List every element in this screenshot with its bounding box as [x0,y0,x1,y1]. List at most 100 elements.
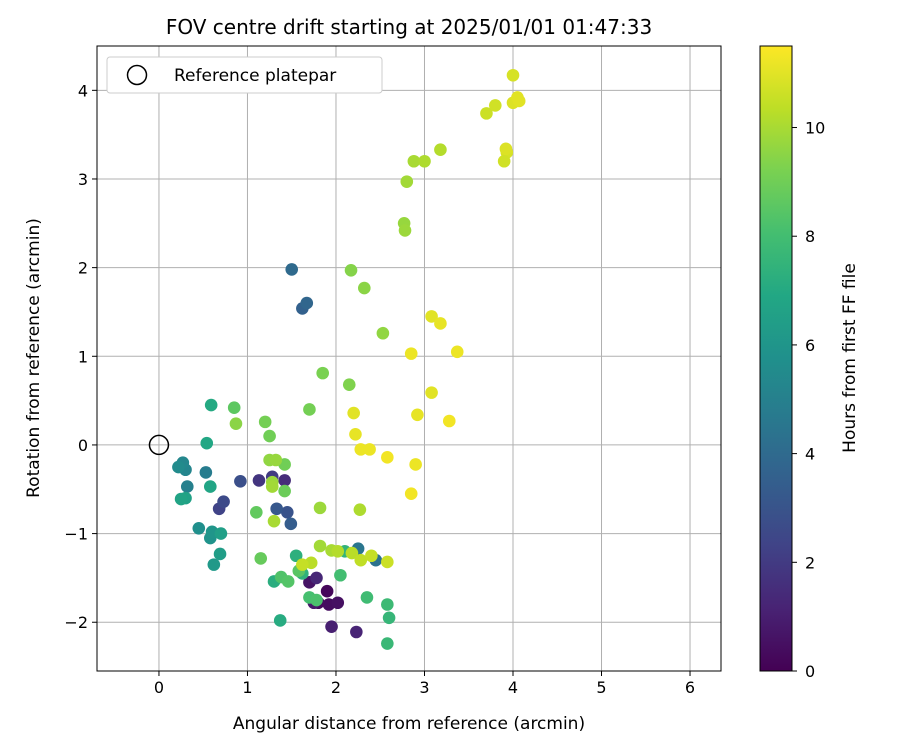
data-point [200,436,214,450]
data-point [267,514,281,528]
data-point [353,503,367,516]
colorbar-tick-label: 4 [805,445,815,464]
data-point [270,502,283,516]
data-point [296,558,309,571]
x-tick-label: 1 [242,678,252,697]
y-tick-label: 4 [78,81,88,100]
x-axis-label: Angular distance from reference (arcmin) [233,714,585,734]
colorbar-label: Hours from first FF file [840,263,860,453]
colorbar-tick-label: 2 [805,553,815,572]
data-point [227,401,241,415]
data-point [281,575,295,588]
data-point [204,398,218,412]
data-point [214,527,228,540]
data-point [192,521,206,535]
data-point [313,501,327,515]
data-point [172,460,185,474]
data-point [434,143,447,157]
data-point [376,326,390,340]
data-point [450,345,464,359]
data-point [345,546,359,560]
legend-marker-reference [126,64,148,86]
colorbar: 0 2 4 6 8 10 [759,45,825,681]
data-point [203,480,217,493]
data-point [313,539,327,553]
data-point [354,443,368,456]
x-tick-label: 3 [419,678,429,697]
data-point [398,224,412,237]
data-point [512,94,526,108]
x-tick-label: 6 [685,678,695,697]
data-point [263,429,276,443]
data-point [425,310,438,323]
data-point [278,484,291,498]
x-tick-label: 4 [508,678,518,697]
colorbar-tick-label: 8 [805,227,815,246]
legend: Reference platepar [106,56,383,94]
data-point [347,406,360,420]
data-point [354,553,368,567]
data-point [284,517,298,531]
data-point [254,552,268,565]
data-point [250,506,263,519]
data-point [411,408,424,422]
x-tick-label: 5 [596,678,606,697]
data-point [344,263,358,277]
data-point [381,637,394,650]
y-tick-label: −2 [64,613,88,632]
data-point [213,547,227,561]
data-point [506,68,520,82]
data-point [280,506,294,519]
data-point [285,263,299,276]
data-point [334,568,347,582]
data-point [358,281,371,295]
data-point [269,453,283,467]
colorbar-tick-label: 10 [805,119,825,138]
data-point [342,378,356,391]
data-point [199,466,213,479]
data-point [381,598,394,611]
x-tick-label: 0 [154,678,164,697]
y-axis-label: Rotation from reference (arcmin) [24,218,44,498]
data-point [404,487,418,500]
data-point [320,584,334,598]
x-tick-label: 2 [331,678,341,697]
data-point [488,99,502,112]
data-point [404,347,418,360]
colorbar-scale [759,45,793,672]
data-point [265,480,279,493]
data-point [310,593,323,607]
data-point [331,596,345,610]
y-tick-label: 0 [78,436,88,455]
data-point [234,474,247,488]
data-point [331,545,345,558]
data-point [217,495,230,508]
data-point [409,458,422,471]
colorbar-tick-label: 0 [805,662,815,681]
data-point [303,403,316,416]
y-tick-label: 1 [78,347,88,366]
colorbar-tick-label: 6 [805,336,815,355]
data-point [363,443,376,456]
legend-box [106,56,383,94]
y-tick-label: −1 [64,525,88,544]
y-tick-label: 3 [78,170,88,189]
data-point [407,154,421,168]
data-point [278,474,291,487]
data-point [425,386,438,399]
data-point [310,571,323,585]
data-point [381,555,394,569]
data-point [300,296,314,310]
data-point [316,366,330,380]
data-point [258,415,272,429]
data-point [252,474,266,487]
data-point [434,317,447,330]
data-point [229,417,243,430]
data-point [365,549,378,563]
data-point [350,625,363,639]
data-point [273,614,287,627]
plot-frame [96,45,722,672]
plot-area: 0 1 2 3 4 5 6 −2 −1 0 1 2 3 4 [64,45,722,697]
data-point [325,620,338,633]
data-point [499,142,513,156]
